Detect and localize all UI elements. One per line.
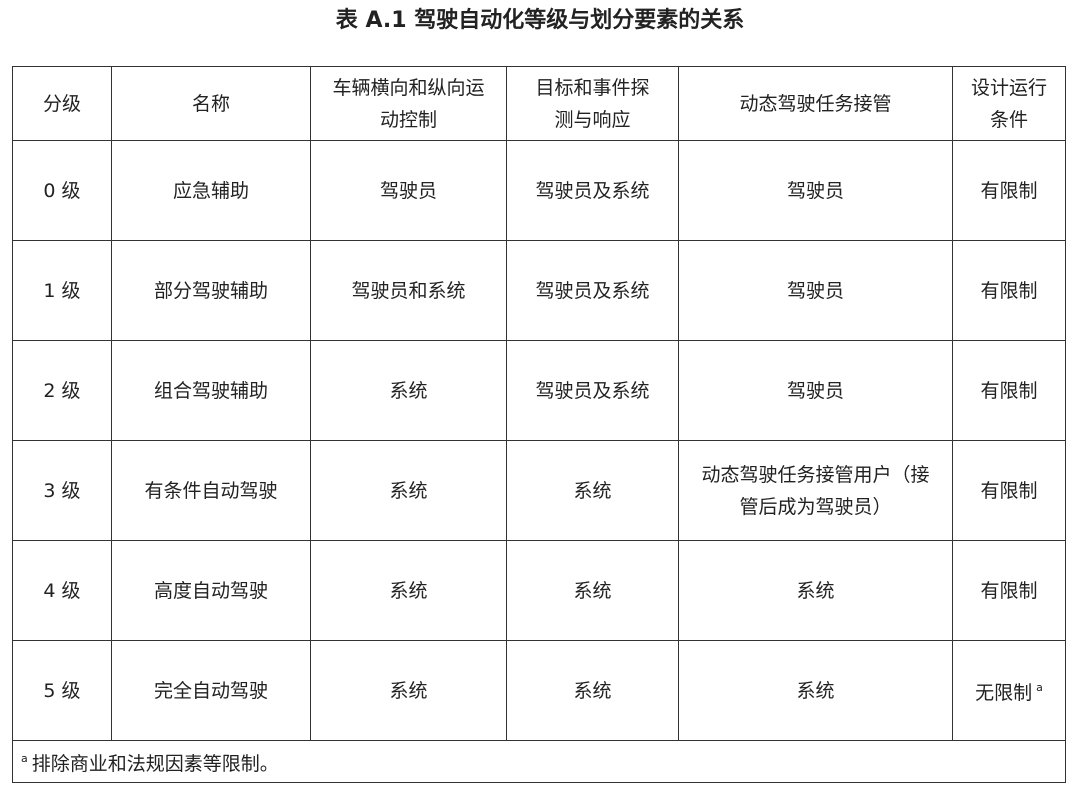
cell-takeover: 系统 (678, 540, 953, 641)
footnote: a 排除商业和法规因素等限制。 (12, 740, 1066, 783)
cell-level: 0 级 (12, 140, 112, 241)
cell-takeover: 驾驶员 (678, 240, 953, 341)
table-row: 1 级部分驾驶辅助 驾驶员和系统 驾驶员及系统 驾驶员 有限制 (12, 240, 1066, 341)
takeover-line: 管后成为驾驶员） (739, 495, 892, 518)
cell-level: 1 级 (12, 240, 112, 341)
odd-value: 有限制 (980, 279, 1038, 302)
footnote-marker: a (1036, 681, 1043, 694)
cell-control: 系统 (310, 540, 507, 641)
cell-name: 高度自动驾驶 (111, 540, 311, 641)
cell-takeover: 系统 (678, 640, 953, 741)
table-title: 表 A.1 驾驶自动化等级与划分要素的关系 (335, 8, 745, 33)
odd-value: 有限制 (980, 379, 1038, 402)
odd-value: 有限制 (980, 579, 1038, 602)
header-line: 条件 (989, 108, 1028, 131)
takeover-line: 动态驾驶任务接管用户（接 (701, 463, 930, 486)
cell-detection: 系统 (506, 640, 679, 741)
header-line: 车辆横向和纵向运 (332, 76, 485, 99)
cell-control: 系统 (310, 640, 507, 741)
cell-level: 2 级 (12, 340, 112, 441)
column-header: 车辆横向和纵向运 动控制 (310, 66, 507, 141)
cell-detection: 驾驶员及系统 (506, 340, 679, 441)
cell-odd: 有限制 (952, 440, 1066, 541)
cell-detection: 驾驶员及系统 (506, 140, 679, 241)
cell-name: 有条件自动驾驶 (111, 440, 311, 541)
takeover-line: 系统 (796, 679, 835, 702)
header-line: 目标和事件探 (535, 76, 650, 99)
cell-odd: 无限制 a (952, 640, 1066, 741)
cell-control: 系统 (310, 440, 507, 541)
header-line: 测与响应 (554, 108, 631, 131)
header-line: 分级 (42, 92, 81, 115)
header-line: 动态驾驶任务接管 (739, 92, 892, 115)
cell-control: 驾驶员 (310, 140, 507, 241)
automation-levels-table: 分级 名称 车辆横向和纵向运 动控制 目标和事件探 测与响应 动态驾驶任务接管 设计运行 条件 … (12, 66, 1066, 783)
column-header: 名称 (111, 66, 311, 141)
takeover-line: 驾驶员 (786, 379, 844, 402)
cell-detection: 系统 (506, 540, 679, 641)
cell-takeover: 驾驶员 (678, 140, 953, 241)
cell-control: 驾驶员和系统 (310, 240, 507, 341)
cell-name: 部分驾驶辅助 (111, 240, 311, 341)
cell-level: 3 级 (12, 440, 112, 541)
column-header: 分级 (12, 66, 112, 141)
cell-control: 系统 (310, 340, 507, 441)
cell-odd: 有限制 (952, 240, 1066, 341)
odd-value: 有限制 (980, 479, 1038, 502)
table-row: 4 级高度自动驾驶 系统 系统 系统 有限制 (12, 540, 1066, 641)
footnote-text: 排除商业和法规因素等限制。 (31, 753, 279, 775)
takeover-line: 系统 (796, 579, 835, 602)
cell-takeover: 驾驶员 (678, 340, 953, 441)
column-header: 设计运行 条件 (952, 66, 1066, 141)
header-line: 名称 (191, 92, 230, 115)
cell-odd: 有限制 (952, 340, 1066, 441)
cell-level: 5 级 (12, 640, 112, 741)
takeover-line: 驾驶员 (786, 279, 844, 302)
takeover-line: 驾驶员 (786, 179, 844, 202)
header-row: 分级 名称 车辆横向和纵向运 动控制 目标和事件探 测与响应 动态驾驶任务接管 设计运行 条件 (12, 66, 1066, 141)
cell-name: 完全自动驾驶 (111, 640, 311, 741)
column-header: 目标和事件探 测与响应 (506, 66, 679, 141)
cell-name: 应急辅助 (111, 140, 311, 241)
odd-value: 无限制 (975, 682, 1033, 704)
footnote-row: a 排除商业和法规因素等限制。 (12, 740, 1066, 783)
cell-takeover: 动态驾驶任务接管用户（接 管后成为驾驶员） (678, 440, 953, 541)
header-line: 设计运行 (970, 76, 1047, 99)
cell-name: 组合驾驶辅助 (111, 340, 311, 441)
column-header: 动态驾驶任务接管 (678, 66, 953, 141)
cell-level: 4 级 (12, 540, 112, 641)
cell-detection: 驾驶员及系统 (506, 240, 679, 341)
cell-odd: 有限制 (952, 140, 1066, 241)
header-line: 动控制 (379, 108, 437, 131)
odd-value: 有限制 (980, 179, 1038, 202)
cell-odd: 有限制 (952, 540, 1066, 641)
table-row: 2 级组合驾驶辅助 系统 驾驶员及系统 驾驶员 有限制 (12, 340, 1066, 441)
table-row: 3 级有条件自动驾驶 系统 系统 动态驾驶任务接管用户（接 管后成为驾驶员） 有限制 (12, 440, 1066, 541)
cell-detection: 系统 (506, 440, 679, 541)
table-row: 0 级应急辅助 驾驶员 驾驶员及系统 驾驶员 有限制 (12, 140, 1066, 241)
table-row: 5 级完全自动驾驶 系统 系统 系统 无限制 a (12, 640, 1066, 741)
footnote-mark: a (21, 752, 28, 765)
